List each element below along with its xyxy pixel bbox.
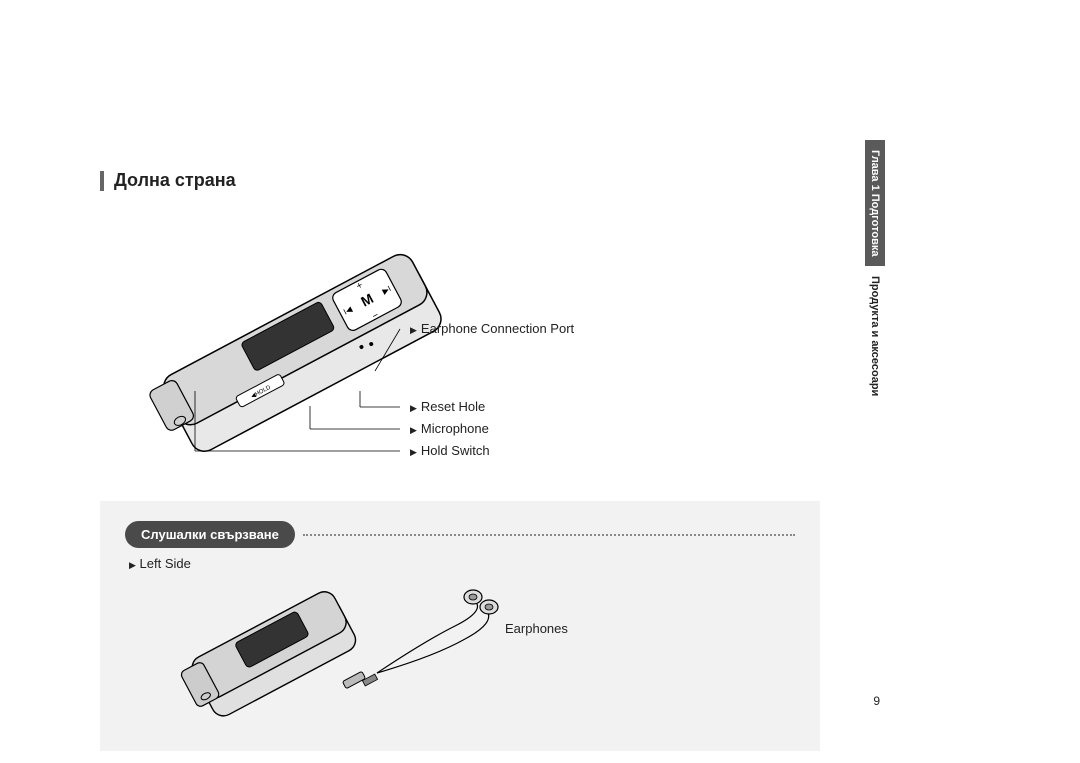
callout-earphone-port-label: Earphone Connection Port: [421, 321, 574, 336]
left-side-text: Left Side: [140, 556, 191, 571]
side-tab: Глава 1 Подготовка Продукта и аксесоари: [865, 140, 885, 401]
section-heading: Долна страна: [114, 170, 236, 191]
callout-microphone-label: Microphone: [421, 421, 489, 436]
page-number: 9: [873, 694, 880, 708]
earphone-connection-subsection: Слушалки свързване ▶ Left Side: [100, 501, 820, 751]
left-side-label: ▶ Left Side: [129, 556, 795, 571]
triangle-icon: ▶: [410, 403, 417, 413]
heading-accent-bar: [100, 171, 104, 191]
earphones-diagram: Earphones: [125, 581, 795, 731]
triangle-icon: ▶: [129, 560, 136, 570]
chapter-tab: Глава 1 Подготовка: [865, 140, 885, 266]
sub-heading-pill: Слушалки свързване: [125, 521, 295, 548]
triangle-icon: ▶: [410, 447, 417, 457]
callout-reset-hole-label: Reset Hole: [421, 399, 485, 414]
earphones-label: Earphones: [505, 621, 568, 636]
callout-microphone: ▶ Microphone: [410, 421, 489, 436]
mp3-player-illustration: M + − I◀ ▶I ◀HOLD: [100, 221, 480, 481]
section-tab: Продукта и аксесоари: [865, 272, 885, 400]
sub-header-row: Слушалки свързване: [125, 521, 795, 548]
callout-earphone-port: ▶ Earphone Connection Port: [410, 321, 574, 336]
heading-row: Долна страна: [100, 170, 820, 191]
callout-hold-switch-label: Hold Switch: [421, 443, 490, 458]
callout-reset-hole: ▶ Reset Hole: [410, 399, 485, 414]
dotted-leader: [303, 534, 795, 536]
callout-hold-switch: ▶ Hold Switch: [410, 443, 490, 458]
triangle-icon: ▶: [410, 425, 417, 435]
triangle-icon: ▶: [410, 325, 417, 335]
device-bottom-diagram: M + − I◀ ▶I ◀HOLD: [100, 221, 820, 481]
earphones-illustration: [125, 581, 625, 731]
